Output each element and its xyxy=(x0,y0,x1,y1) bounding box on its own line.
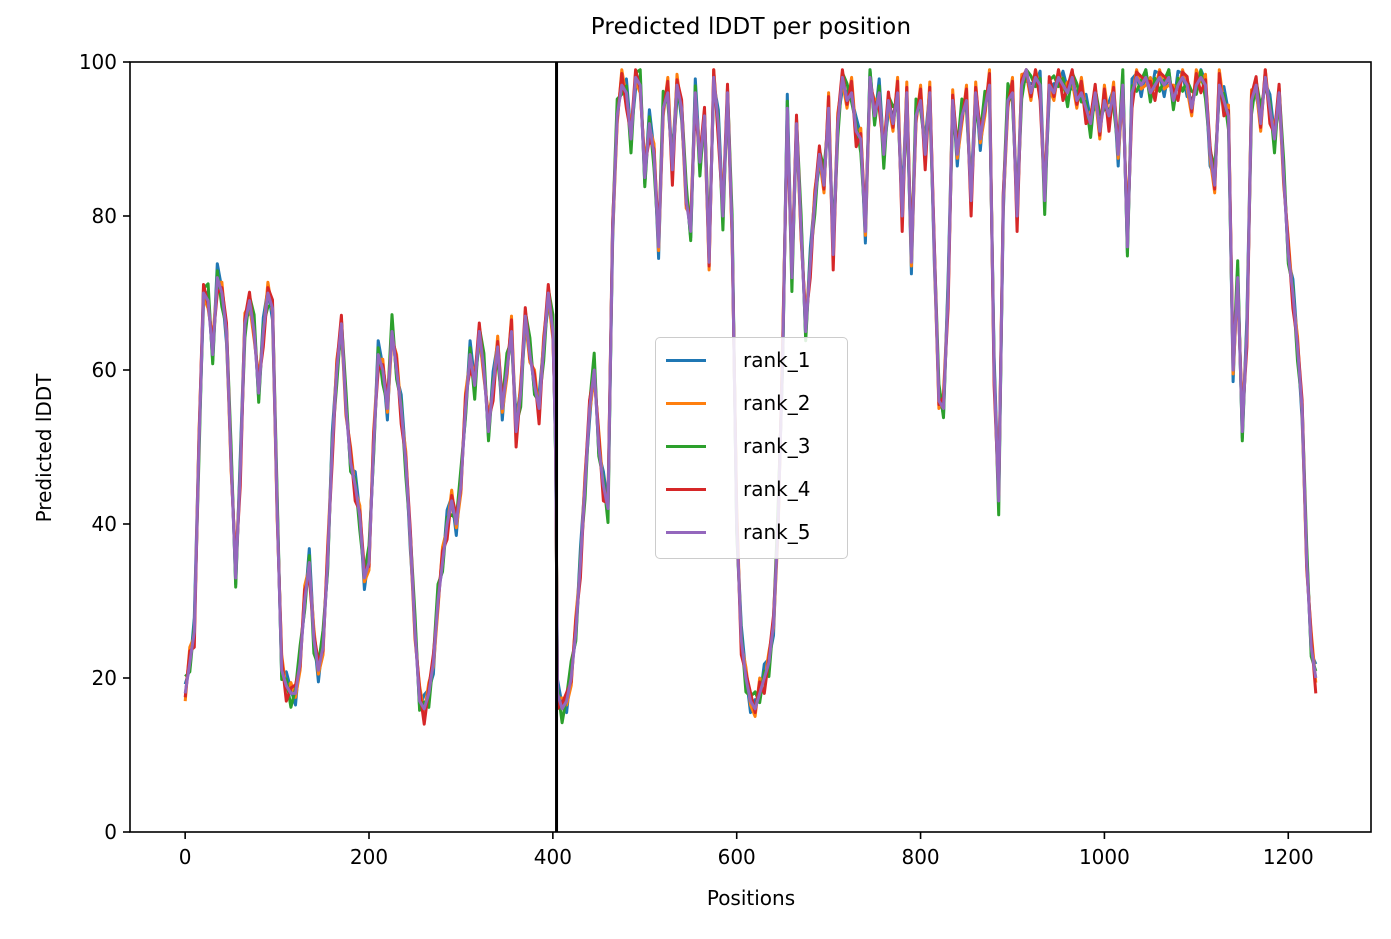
legend-item-rank-5: rank_5 xyxy=(666,517,810,547)
legend-swatch-rank-4 xyxy=(666,487,706,491)
x-tick-label: 0 xyxy=(179,845,192,869)
legend-swatch-rank-5 xyxy=(666,530,706,534)
legend-label-rank-4: rank_4 xyxy=(743,477,811,501)
x-tick-label: 800 xyxy=(901,845,939,869)
legend-item-rank-1: rank_1 xyxy=(666,345,810,375)
x-axis-label: Positions xyxy=(706,886,796,910)
legend-label-rank-5: rank_5 xyxy=(743,520,811,544)
y-tick-label: 0 xyxy=(104,820,117,844)
y-tick-label: 40 xyxy=(92,512,117,536)
x-tick-label: 200 xyxy=(350,845,388,869)
y-tick-label: 60 xyxy=(92,358,117,382)
y-tick-label: 80 xyxy=(92,204,117,228)
legend: rank_1 rank_2 rank_3 rank_4 rank_5 xyxy=(655,337,848,559)
legend-item-rank-2: rank_2 xyxy=(666,388,810,418)
axes: 0 200 400 600 800 1000 1200 0 20 40 60 80 100 xyxy=(79,50,1372,869)
x-tick-label: 400 xyxy=(534,845,572,869)
legend-swatch-rank-3 xyxy=(666,444,706,448)
plot-frame xyxy=(129,61,1372,833)
legend-item-rank-4: rank_4 xyxy=(666,474,810,504)
legend-label-rank-2: rank_2 xyxy=(743,391,811,415)
legend-label-rank-1: rank_1 xyxy=(743,348,811,372)
x-tick-label: 1200 xyxy=(1263,845,1314,869)
x-tick-label: 1000 xyxy=(1079,845,1130,869)
legend-swatch-rank-2 xyxy=(666,401,706,405)
series-line-rank-5 xyxy=(183,68,1318,711)
x-tick-label: 600 xyxy=(718,845,756,869)
legend-item-rank-3: rank_3 xyxy=(666,431,810,461)
series-lines xyxy=(183,68,1318,726)
y-tick-label: 100 xyxy=(79,50,117,74)
chart-title: Predicted lDDT per position xyxy=(590,14,912,40)
legend-swatch-rank-1 xyxy=(666,358,706,362)
y-tick-label: 20 xyxy=(92,666,117,690)
legend-label-rank-3: rank_3 xyxy=(743,434,811,458)
